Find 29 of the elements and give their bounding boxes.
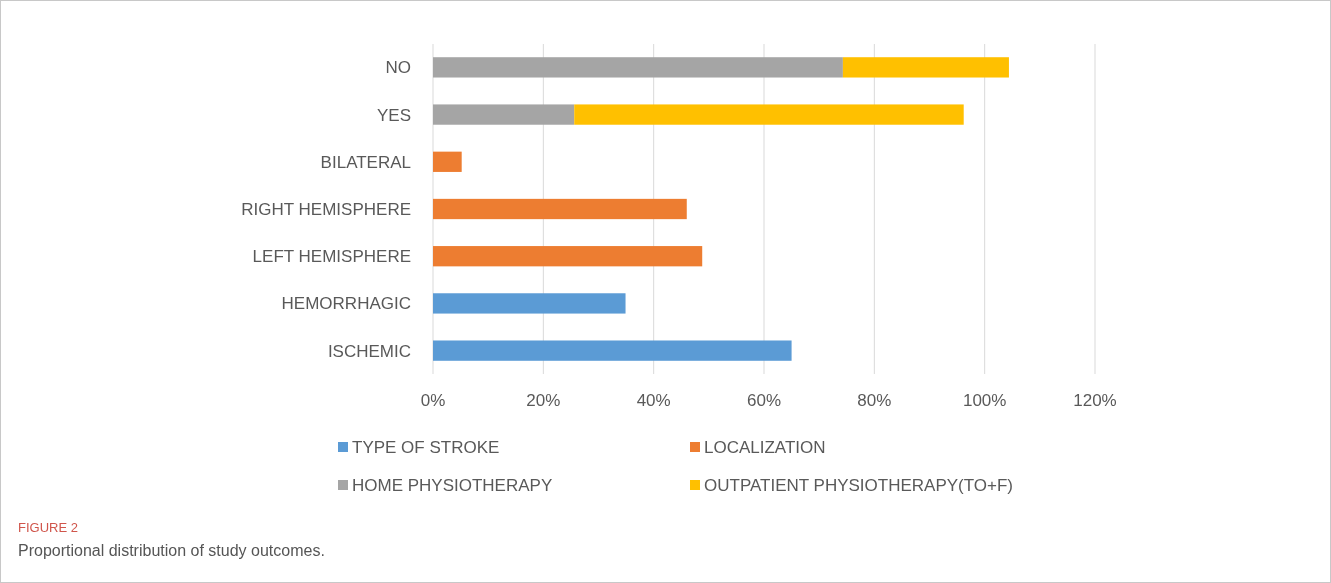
y-tick-label: ISCHEMIC <box>327 341 411 361</box>
legend-label: HOME PHYSIOTHERAPY <box>352 475 553 495</box>
x-tick-label: 120% <box>1073 391 1117 410</box>
bar <box>433 340 792 361</box>
x-tick-label: 80% <box>857 391 892 410</box>
y-tick-label: LEFT HEMISPHERE <box>252 247 411 267</box>
bar <box>574 104 964 125</box>
x-tick-label: 40% <box>636 391 671 410</box>
text: FIGURE 2 <box>18 520 78 535</box>
legend-label: LOCALIZATION <box>704 437 826 457</box>
y-tick-label: BILATERAL <box>320 152 411 172</box>
y-tick-label: YES <box>376 105 411 125</box>
x-tick-label: 0% <box>420 391 446 410</box>
bar <box>433 104 575 125</box>
bar <box>433 246 703 267</box>
legend-label: TYPE OF STROKE <box>352 437 500 457</box>
bar <box>433 57 843 78</box>
x-tick-label: 60% <box>746 391 782 410</box>
bar <box>842 57 1009 78</box>
x-tick-label: 100% <box>962 391 1007 410</box>
bar <box>433 151 462 172</box>
y-tick-label: NO <box>385 58 411 78</box>
text: Proportional distribution of study outcomes. <box>18 542 325 559</box>
bar <box>433 293 626 314</box>
y-tick-label: RIGHT HEMISPHERE <box>241 199 411 219</box>
y-tick-label: HEMORRHAGIC <box>281 294 411 314</box>
bar <box>433 198 687 220</box>
legend-label: OUTPATIENT PHYSIOTHERAPY(TO+F) <box>704 475 1014 495</box>
x-tick-label: 20% <box>526 391 561 410</box>
